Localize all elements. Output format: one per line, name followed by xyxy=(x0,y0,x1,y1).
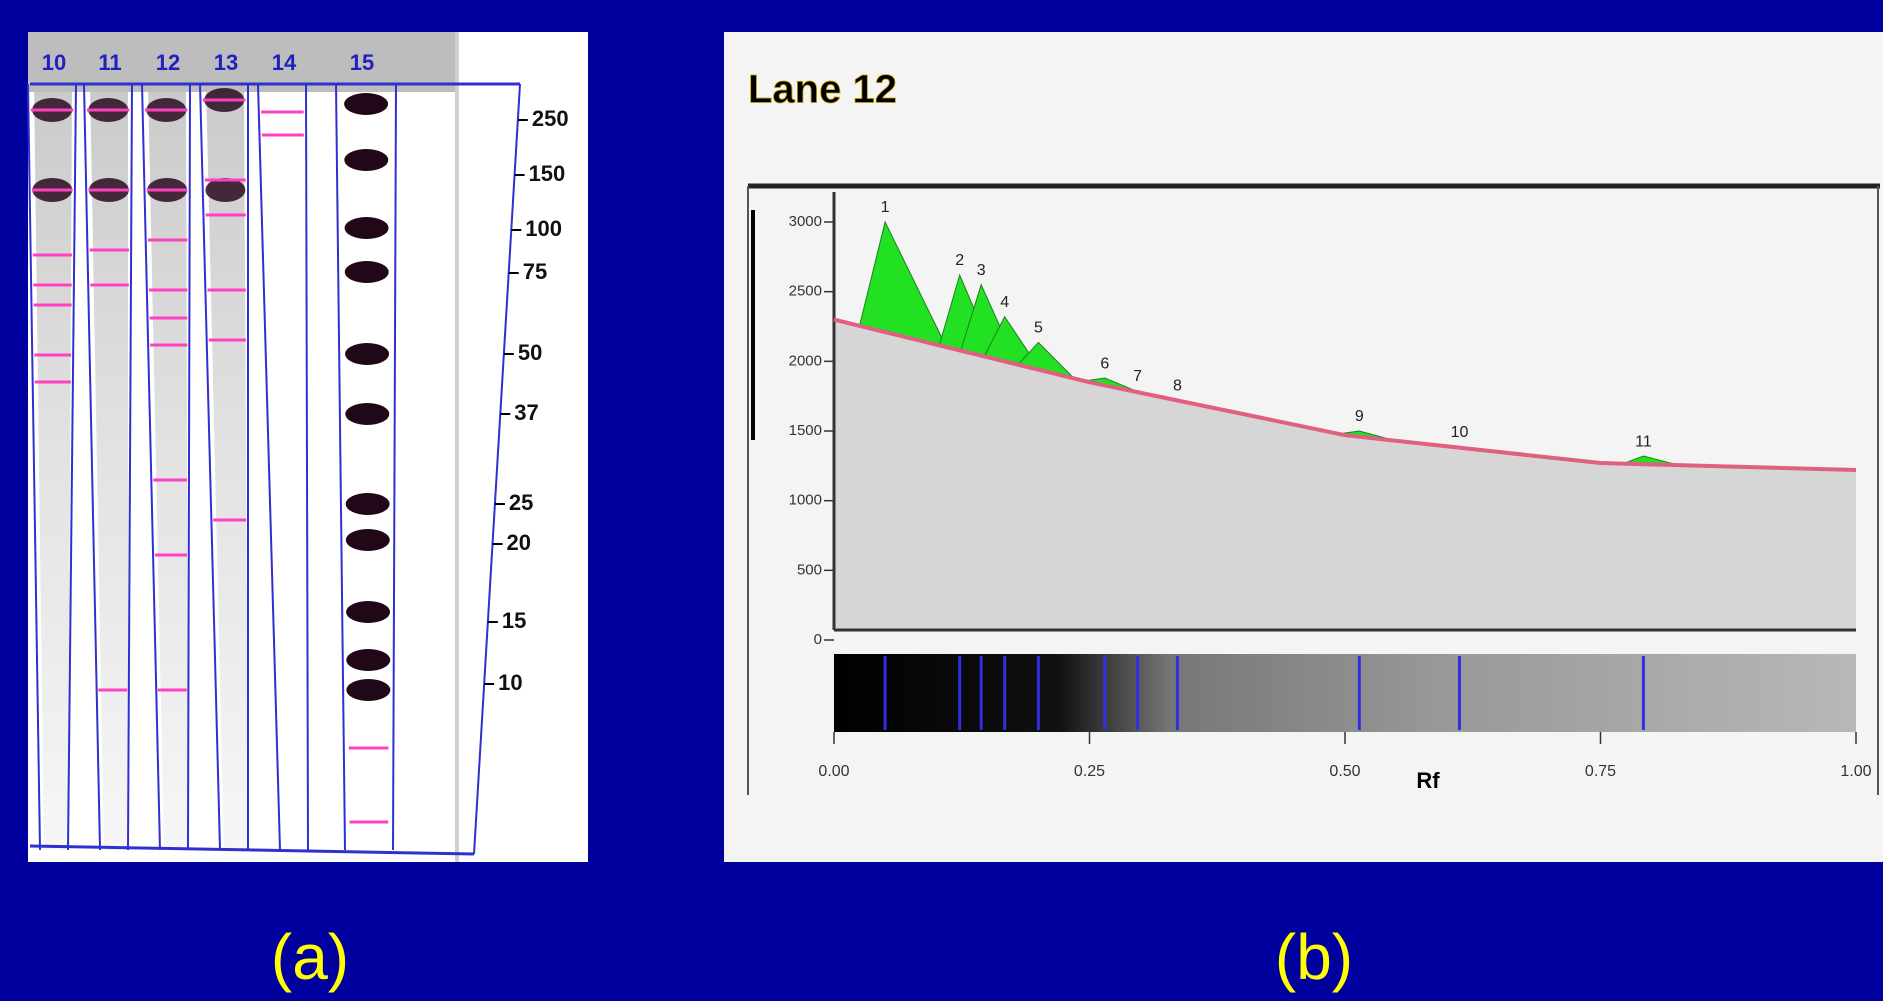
ladder-band xyxy=(346,649,391,671)
lane-boundary xyxy=(392,83,397,851)
mw-label: 37 xyxy=(514,400,538,425)
ladder-band xyxy=(345,529,390,551)
peak-label: 8 xyxy=(1173,378,1182,395)
ladder-band xyxy=(344,261,389,283)
ladder-band xyxy=(345,493,390,515)
y-tick-label: 2500 xyxy=(789,283,822,300)
profile-area xyxy=(834,319,1856,630)
gel-edge xyxy=(455,32,459,862)
lane-label: 12 xyxy=(156,50,180,75)
mw-label: 15 xyxy=(502,608,526,633)
x-tick-label: 0.00 xyxy=(818,763,849,780)
baseline xyxy=(833,317,1857,473)
gel-strip xyxy=(834,654,1856,732)
peak-label: 1 xyxy=(881,199,890,216)
x-axis-label: Rf xyxy=(1416,768,1440,793)
band xyxy=(205,178,246,202)
y-tick-label: 3000 xyxy=(789,213,822,230)
peak-label: 7 xyxy=(1133,368,1142,385)
lane-boundary xyxy=(67,83,77,851)
peak-label: 9 xyxy=(1355,408,1364,425)
ladder-band xyxy=(344,149,389,171)
gel-header xyxy=(28,32,458,92)
ladder-band xyxy=(344,93,389,115)
mw-label: 50 xyxy=(518,340,542,365)
lane-label: 15 xyxy=(350,50,374,75)
peak-label: 4 xyxy=(1000,294,1009,311)
y-tick-label: 1000 xyxy=(789,492,822,509)
lane-boundary xyxy=(335,83,346,851)
profile-panel: Lane 12 1 234 5 6 7 8 9 10 11 0 500 1000 1500 2000 250… xyxy=(724,32,1883,862)
lane-label: 10 xyxy=(42,50,66,75)
y-tick-label: 2000 xyxy=(789,352,822,369)
caption-b: (b) xyxy=(1275,921,1353,993)
lane-boundary xyxy=(305,83,309,851)
x-tick-label: 0.50 xyxy=(1329,763,1360,780)
peak-label: 6 xyxy=(1100,355,1109,372)
mw-label: 25 xyxy=(509,490,533,515)
y-tick-label: 0 xyxy=(814,631,822,648)
x-tick-label: 1.00 xyxy=(1840,763,1871,780)
mw-label: 75 xyxy=(523,259,547,284)
lane-smear xyxy=(90,84,128,850)
mw-label: 150 xyxy=(529,161,566,186)
ladder-band xyxy=(346,601,391,623)
lane-label: 13 xyxy=(214,50,238,75)
lane-smear xyxy=(148,84,188,850)
peak-label: 10 xyxy=(1451,424,1469,441)
lane-boundary xyxy=(83,83,101,851)
peak-label: 5 xyxy=(1034,320,1043,337)
lane-label: 14 xyxy=(272,50,297,75)
profile-title: Lane 12 xyxy=(748,68,897,112)
x-tick-label: 0.25 xyxy=(1074,763,1105,780)
lane-boundary xyxy=(27,83,41,851)
peak-label: 2 xyxy=(955,252,964,269)
caption-a: (a) xyxy=(271,921,349,993)
ladder-band xyxy=(345,343,390,365)
y-tick-label: 1500 xyxy=(789,422,822,439)
ladder-band xyxy=(344,217,389,239)
lane-smear xyxy=(34,84,72,850)
x-tick-label: 0.75 xyxy=(1585,763,1616,780)
lane-boundary xyxy=(141,83,161,851)
y-tick-label: 500 xyxy=(797,561,822,578)
peak-label: 3 xyxy=(977,262,986,279)
mw-label: 20 xyxy=(507,530,531,555)
gel-panel: 10 11 12 13 14 15 250 150 100 75 50 37 25 20 15 10 xyxy=(27,32,588,862)
mw-label: 250 xyxy=(532,106,569,131)
gel-frame-right xyxy=(473,83,521,855)
ladder-band xyxy=(345,403,390,425)
gel-frame-bottom xyxy=(29,844,475,856)
peak-label: 11 xyxy=(1635,433,1652,450)
mw-label: 10 xyxy=(498,670,522,695)
lane-label: 11 xyxy=(98,50,121,75)
lane-boundary xyxy=(257,83,281,851)
lane-boundary xyxy=(127,83,133,851)
lane-boundary xyxy=(199,83,221,851)
mw-label: 100 xyxy=(525,216,562,241)
lane-smear xyxy=(206,84,248,850)
ladder-band xyxy=(346,679,391,701)
lane-boundary xyxy=(187,83,191,851)
